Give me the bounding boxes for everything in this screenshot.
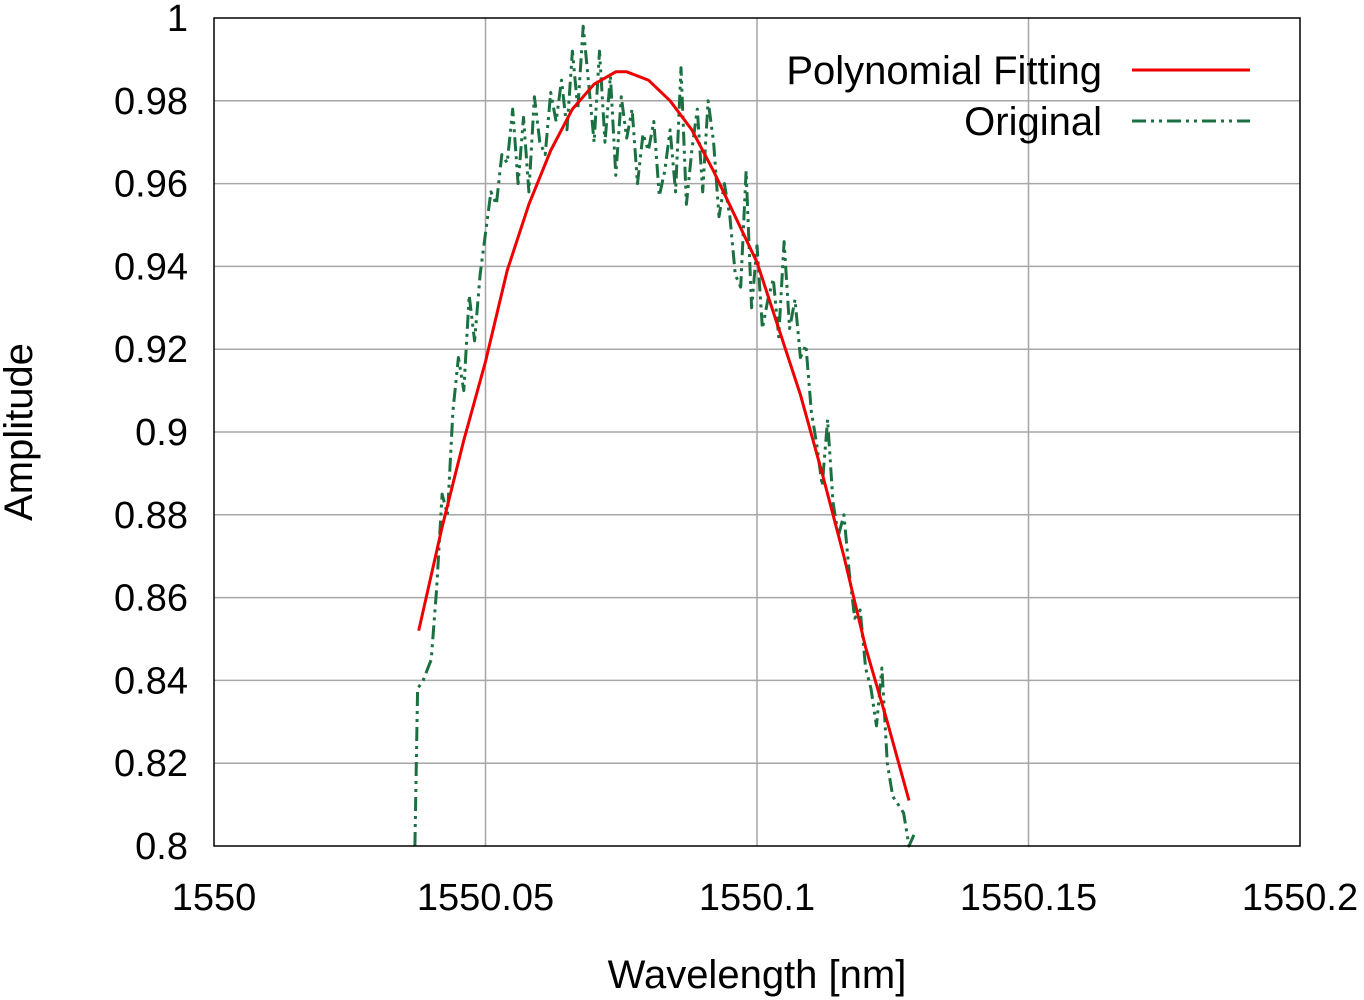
- x-tick-label: 1550: [172, 877, 257, 919]
- grid: [214, 18, 1300, 846]
- y-axis-label: Amplitude: [0, 343, 41, 521]
- y-tick-label: 0.88: [114, 495, 188, 537]
- legend-label-original: Original: [964, 100, 1102, 144]
- y-tick-label: 0.8: [135, 826, 188, 868]
- series-layer: [413, 24, 916, 848]
- y-tick-label: 0.96: [114, 164, 188, 206]
- series-line-polynomial-fitting: [417, 70, 911, 801]
- y-tick-label: 0.92: [114, 329, 188, 371]
- x-tick-label: 1550.05: [417, 877, 554, 919]
- x-tick-label: 1550.15: [960, 877, 1097, 919]
- legend: Polynomial Fitting Original: [786, 49, 1250, 144]
- y-tick-label: 0.86: [114, 578, 188, 620]
- tick-labels: 1550 1550.05 1550.1 1550.15 1550.2 0.8 0.82 0.8…: [114, 0, 1358, 919]
- y-tick-label: 0.9: [135, 412, 188, 454]
- x-tick-label: 1550.2: [1242, 877, 1358, 919]
- legend-label-polynomial-fitting: Polynomial Fitting: [786, 49, 1102, 93]
- y-tick-label: 0.84: [114, 660, 188, 702]
- x-axis-label: Wavelength [nm]: [608, 953, 907, 997]
- y-tick-label: 0.94: [114, 246, 188, 288]
- y-tick-label: 0.82: [114, 743, 188, 785]
- x-tick-label: 1550.1: [699, 877, 815, 919]
- y-tick-label: 1: [167, 0, 188, 40]
- y-tick-label: 0.98: [114, 81, 188, 123]
- series-line-original: [413, 24, 916, 848]
- plot-frame: [213, 17, 1301, 847]
